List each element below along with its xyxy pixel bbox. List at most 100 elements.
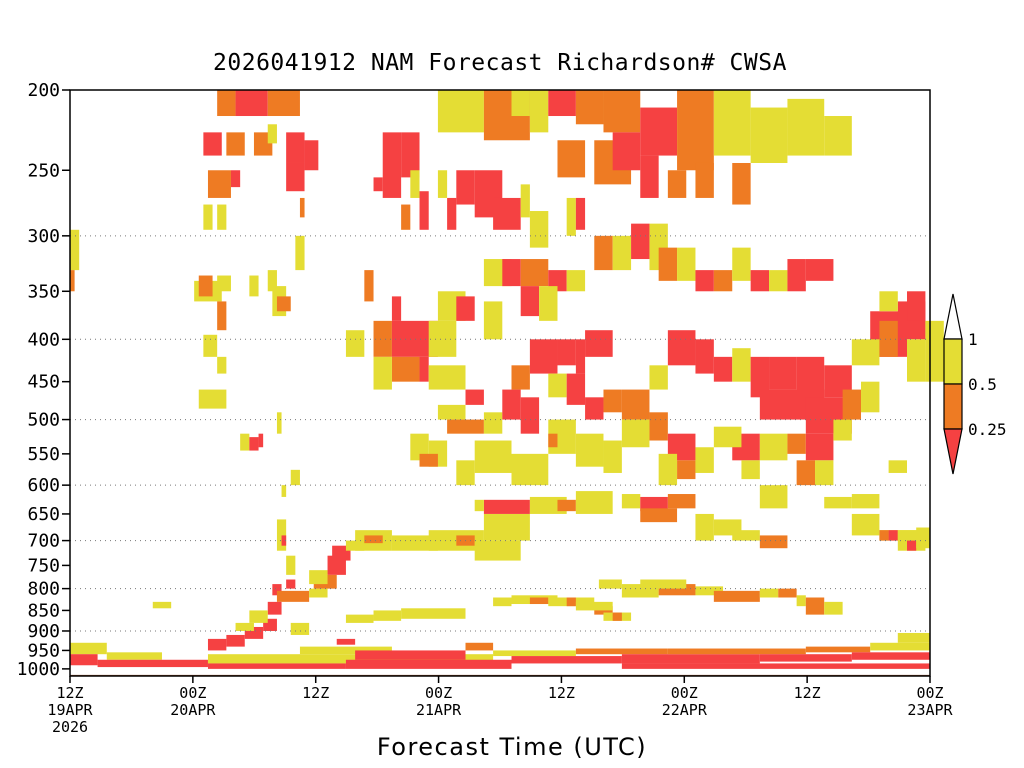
heatmap-cell bbox=[276, 590, 310, 602]
chart-title: 2026041912 NAM Forecast Richardson# CWSA bbox=[213, 50, 787, 76]
heatmap-cell bbox=[410, 433, 429, 461]
heatmap-cell bbox=[529, 90, 549, 133]
heatmap-cell bbox=[226, 132, 245, 156]
heatmap-cell bbox=[667, 494, 696, 509]
heatmap-cell bbox=[861, 381, 880, 413]
heatmap-cell bbox=[557, 140, 586, 178]
heatmap-cell bbox=[879, 291, 898, 312]
heatmap-cell bbox=[769, 356, 797, 390]
heatmap-cell bbox=[267, 270, 277, 292]
heatmap-cell bbox=[483, 499, 530, 514]
x-tick-label: 2026 bbox=[52, 718, 88, 736]
heatmap-cell bbox=[152, 601, 172, 609]
heatmap-cell bbox=[207, 663, 346, 669]
heatmap-cell bbox=[70, 642, 107, 655]
heatmap-cell bbox=[401, 204, 411, 230]
heatmap-cell bbox=[713, 90, 751, 156]
heatmap-cell bbox=[511, 656, 622, 664]
heatmap-cell bbox=[483, 513, 530, 541]
heatmap-cell bbox=[456, 170, 475, 205]
heatmap-cell bbox=[520, 184, 530, 218]
y-tick-label: 200 bbox=[27, 80, 60, 101]
heatmap-cell bbox=[281, 535, 287, 546]
x-tick-label: 19APR bbox=[47, 701, 93, 719]
legend-level-label: 0.25 bbox=[968, 420, 1007, 439]
heatmap-cell bbox=[391, 296, 402, 321]
heatmap-cell bbox=[888, 530, 898, 541]
y-tick-label: 650 bbox=[27, 504, 60, 525]
heatmap-cell bbox=[217, 90, 236, 117]
heatmap-cell bbox=[286, 555, 296, 575]
heatmap-cell bbox=[612, 235, 632, 271]
heatmap-cell bbox=[640, 508, 678, 523]
heatmap-cell bbox=[428, 320, 457, 357]
heatmap-cell bbox=[240, 433, 250, 451]
heatmap-cell bbox=[566, 373, 586, 405]
heatmap-cell bbox=[539, 286, 558, 321]
heatmap-cell bbox=[778, 588, 797, 598]
heatmap-cell bbox=[286, 579, 296, 589]
heatmap-cell bbox=[483, 301, 503, 340]
heatmap-cell bbox=[621, 654, 760, 664]
heatmap-cell bbox=[677, 90, 714, 171]
heatmap-cell bbox=[759, 654, 852, 662]
heatmap-cell bbox=[732, 348, 751, 382]
heatmap-cell bbox=[805, 646, 871, 653]
heatmap-cell bbox=[249, 610, 268, 623]
legend-swatch bbox=[943, 338, 963, 385]
heatmap-cell bbox=[557, 339, 576, 366]
heatmap-cell bbox=[805, 597, 825, 615]
heatmap-cell bbox=[258, 433, 264, 448]
y-tick-label: 750 bbox=[27, 555, 60, 576]
heatmap-cell bbox=[759, 535, 788, 549]
heatmap-cell bbox=[695, 513, 714, 541]
heatmap-cell bbox=[428, 365, 466, 390]
x-tick-label: 00Z bbox=[916, 684, 943, 702]
heatmap-cell bbox=[304, 140, 319, 171]
heatmap-cell bbox=[658, 584, 696, 596]
heatmap-cell bbox=[824, 601, 843, 615]
heatmap-cell bbox=[575, 339, 586, 374]
plot-frame bbox=[69, 89, 931, 677]
heatmap-cell bbox=[851, 513, 880, 536]
heatmap-cell bbox=[70, 654, 98, 666]
heatmap-cell bbox=[502, 389, 521, 420]
heatmap-cell bbox=[640, 107, 678, 156]
y-tick-label: 350 bbox=[27, 281, 60, 302]
heatmap-cell bbox=[295, 235, 305, 271]
heatmap-cell bbox=[851, 494, 880, 509]
heatmap-cell bbox=[557, 499, 576, 512]
y-tick-label: 600 bbox=[27, 475, 60, 496]
heatmap-cell bbox=[695, 162, 714, 198]
legend-top-arrow bbox=[943, 293, 963, 340]
y-tick-label: 450 bbox=[27, 372, 60, 393]
y-tick-label: 400 bbox=[27, 329, 60, 350]
heatmap-cell bbox=[677, 247, 696, 281]
heatmap-cell bbox=[575, 90, 604, 125]
heatmap-cell bbox=[373, 356, 392, 390]
x-axis-label: Forecast Time (UTC) bbox=[376, 733, 648, 761]
heatmap-cell bbox=[649, 365, 668, 390]
heatmap-cell bbox=[603, 440, 622, 473]
heatmap-cell bbox=[447, 419, 484, 434]
heatmap-cell bbox=[520, 286, 540, 317]
heatmap-cell bbox=[916, 527, 930, 549]
heatmap-cell bbox=[713, 270, 733, 292]
heatmap-cell bbox=[631, 223, 650, 260]
heatmap-cell bbox=[207, 654, 494, 664]
x-tick-label: 00Z bbox=[179, 684, 206, 702]
heatmap-cell bbox=[198, 389, 227, 409]
heatmap-cell bbox=[355, 650, 466, 660]
y-tick-label: 850 bbox=[27, 600, 60, 621]
heatmap-cell bbox=[391, 535, 438, 551]
x-tick-label: 12Z bbox=[302, 684, 329, 702]
heatmap-cell bbox=[437, 90, 484, 133]
heatmap-cell bbox=[217, 275, 231, 292]
heatmap-cell bbox=[290, 622, 310, 635]
heatmap-cell bbox=[465, 642, 494, 651]
heatmap-cell bbox=[612, 132, 641, 171]
heatmap-cell bbox=[575, 197, 586, 230]
heatmap-cell bbox=[897, 632, 930, 643]
heatmap-cell bbox=[566, 197, 576, 236]
heatmap-cell bbox=[286, 132, 305, 163]
